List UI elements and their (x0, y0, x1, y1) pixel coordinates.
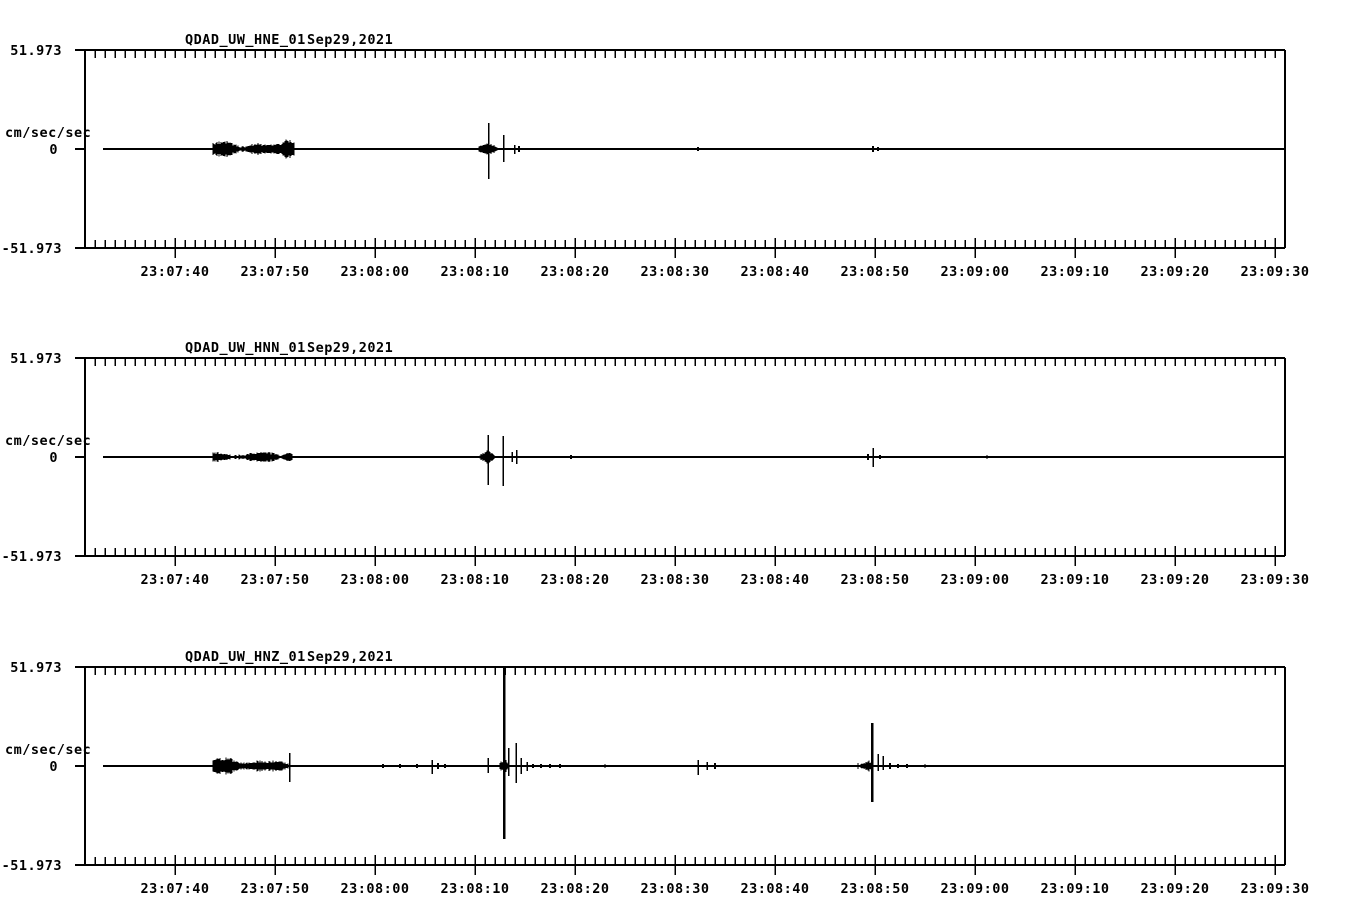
x-tick-label: 23:07:40 (140, 881, 209, 897)
x-axis-major-ticks (174, 238, 1276, 258)
y-tick-label-max: 51.973 (10, 660, 62, 676)
x-axis-minor-ticks (94, 358, 1276, 556)
x-tick-label: 23:08:10 (440, 881, 509, 897)
plot-hne: QDAD_UW_HNE_01 Sep29,2021 51.973 0 -51.973 cm… (2, 32, 1309, 280)
x-tick-label: 23:09:30 (1240, 572, 1309, 588)
plot-title-station: QDAD_UW_HNZ_01 (185, 649, 306, 665)
plot-hnz: QDAD_UW_HNZ_01 Sep29,2021 51.973 0 -51.973 cm… (2, 649, 1309, 897)
y-axis-ticks (75, 666, 85, 866)
x-tick-label: 23:08:20 (540, 881, 609, 897)
x-axis-minor-ticks (94, 667, 1276, 865)
x-tick-label: 23:08:30 (640, 572, 709, 588)
x-axis-major-ticks (174, 546, 1276, 566)
x-tick-label: 23:08:50 (840, 264, 909, 280)
x-tick-label: 23:08:20 (540, 572, 609, 588)
x-tick-label: 23:08:10 (440, 572, 509, 588)
trace-spikes (487, 435, 874, 486)
x-tick-label: 23:07:50 (240, 572, 309, 588)
x-tick-label: 23:09:10 (1040, 881, 1109, 897)
x-tick-label: 23:08:40 (740, 572, 809, 588)
x-tick-label: 23:08:40 (740, 264, 809, 280)
y-tick-label-min: -51.973 (2, 549, 62, 565)
y-tick-label-max: 51.973 (10, 351, 62, 367)
trace-blips (570, 454, 988, 460)
y-tick-label-min: -51.973 (2, 241, 62, 257)
x-tick-label: 23:07:40 (140, 572, 209, 588)
x-tick-label: 23:09:20 (1140, 881, 1209, 897)
y-tick-label-min: -51.973 (2, 858, 62, 874)
plot-title-date: Sep29,2021 (307, 340, 393, 356)
trace-noise-burst (212, 450, 495, 464)
trace-large-spikes (502, 667, 874, 839)
x-tick-label: 23:08:10 (440, 264, 509, 280)
y-tick-label-zero: 0 (49, 759, 58, 775)
plot-title-station: QDAD_UW_HNE_01 (185, 32, 306, 48)
trace-blips (518, 146, 879, 152)
x-tick-label: 23:07:40 (140, 264, 209, 280)
y-axis-units-label: cm/sec/sec (5, 433, 91, 449)
y-tick-label-zero: 0 (49, 450, 58, 466)
x-tick-label: 23:08:50 (840, 881, 909, 897)
trace-noise-burst (212, 757, 872, 775)
x-tick-label: 23:08:30 (640, 264, 709, 280)
y-axis-ticks (75, 357, 85, 557)
trace-spikes (487, 123, 516, 179)
y-axis-ticks (75, 49, 85, 249)
trace-blips (382, 763, 926, 769)
x-tick-label: 23:09:20 (1140, 572, 1209, 588)
trace-noise-burst (212, 139, 498, 159)
y-tick-label-zero: 0 (49, 142, 58, 158)
x-tick-label: 23:07:50 (240, 881, 309, 897)
x-tick-label: 23:09:10 (1040, 264, 1109, 280)
x-axis-minor-ticks (94, 50, 1276, 248)
y-axis-units-label: cm/sec/sec (5, 125, 91, 141)
x-tick-label: 23:08:20 (540, 264, 609, 280)
x-tick-label: 23:09:00 (940, 572, 1009, 588)
x-tick-label: 23:08:00 (340, 572, 409, 588)
x-tick-label: 23:09:10 (1040, 572, 1109, 588)
plot-title-date: Sep29,2021 (307, 32, 393, 48)
x-tick-label: 23:07:50 (240, 264, 309, 280)
x-tick-label: 23:08:00 (340, 881, 409, 897)
plot-hnn: QDAD_UW_HNN_01 Sep29,2021 51.973 0 -51.973 cm… (2, 340, 1309, 588)
y-tick-label-max: 51.973 (10, 43, 62, 59)
x-tick-label: 23:08:40 (740, 881, 809, 897)
x-tick-label: 23:09:30 (1240, 264, 1309, 280)
x-tick-label: 23:08:00 (340, 264, 409, 280)
y-axis-units-label: cm/sec/sec (5, 742, 91, 758)
plot-title-date: Sep29,2021 (307, 649, 393, 665)
x-axis-major-ticks (174, 855, 1276, 875)
plot-title-station: QDAD_UW_HNN_01 (185, 340, 306, 356)
x-tick-label: 23:09:00 (940, 264, 1009, 280)
x-tick-label: 23:08:30 (640, 881, 709, 897)
x-tick-label: 23:09:20 (1140, 264, 1209, 280)
x-tick-label: 23:09:00 (940, 881, 1009, 897)
x-tick-label: 23:09:30 (1240, 881, 1309, 897)
x-tick-label: 23:08:50 (840, 572, 909, 588)
trace-spikes (288, 743, 884, 783)
